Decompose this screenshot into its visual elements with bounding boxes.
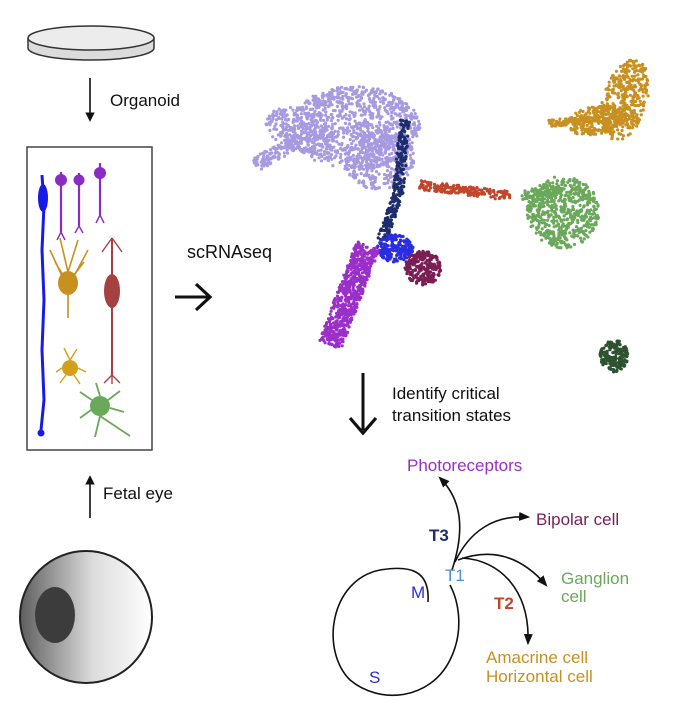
identify-line-2: transition states (392, 406, 512, 425)
m-label: M (411, 583, 426, 602)
identify-label: Identify critical transition states (392, 383, 511, 427)
t1-label: T1 (445, 566, 465, 585)
ganglion-label: Ganglion cell (561, 570, 629, 606)
bipolar-label: Bipolar cell (536, 510, 620, 529)
ganglion-line-2: cell (561, 587, 587, 606)
organoid-label: Organoid (110, 91, 180, 110)
scrnaseq-label: scRNAseq (187, 242, 273, 262)
amacrine-branch (461, 557, 533, 646)
ganglion-line-1: Ganglion (561, 569, 630, 588)
bipolar-branch (454, 511, 531, 563)
horizontal-label: Horizontal cell (486, 667, 593, 686)
photoreceptors-label: Photoreceptors (407, 456, 523, 475)
amacrine-label: Amacrine cell (486, 648, 589, 667)
scrnaseq-arrow (175, 282, 213, 312)
eye-ball-icon (19, 550, 153, 684)
umap-scatter (252, 58, 650, 374)
s-label: S (369, 668, 381, 687)
identify-line-1: Identify critical (392, 384, 500, 403)
trajectory-schematic (332, 476, 548, 697)
t2-label: T2 (494, 594, 514, 613)
amacrine-horizontal-label: Amacrine cell Horizontal cell (486, 648, 593, 686)
petri-dish-icon (27, 25, 155, 61)
ganglion-branch (457, 553, 548, 587)
identify-arrow (348, 373, 378, 436)
cell-cycle-loop (332, 567, 460, 697)
retina-cells-icon (26, 146, 153, 451)
photoreceptor-branch (438, 476, 461, 571)
t3-label: T3 (429, 526, 449, 545)
fetal-eye-label: Fetal eye (103, 484, 173, 503)
